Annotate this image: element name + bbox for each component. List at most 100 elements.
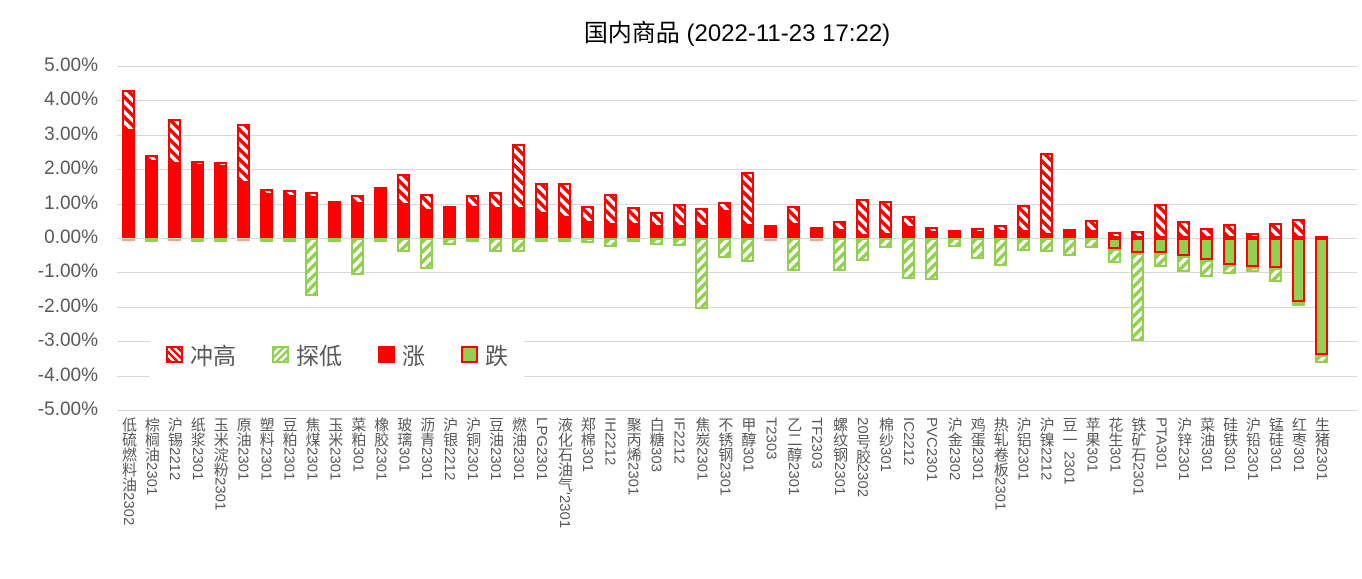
bar-high-hatch [1062,229,1076,234]
y-tick-label: -3.00% [37,330,98,352]
bar-high-hatch [741,172,755,226]
bar-low-hatch [1246,266,1260,273]
y-tick-label: 4.00% [44,89,98,111]
x-axis-label: 热轧卷板2301 [991,417,1009,511]
legend-high-marker-icon [166,345,183,363]
bar-up-close [580,222,594,238]
bar-low-hatch [993,238,1007,267]
bar-high-hatch [695,208,709,228]
x-axis-label: 沥青2301 [418,417,436,481]
bar-low-hatch [557,238,571,242]
bar-up-close [511,209,525,238]
bar-low-hatch [1108,249,1122,264]
bar-low-hatch [833,238,847,272]
bar-low-hatch [856,238,870,262]
bar-high-hatch [833,221,847,231]
y-tick-label: 1.00% [44,192,98,214]
bar-down-close [1291,238,1305,302]
gridline [117,100,1357,102]
bar-up-close [282,196,296,238]
bar-up-close [947,232,961,238]
bar-down-close [1200,238,1214,261]
bar-low-hatch [305,238,319,297]
bar-high-hatch [557,182,571,219]
bar-low-dash [810,239,824,241]
bar-low-hatch [511,238,525,252]
x-axis-label: 液化石油气'2301 [555,417,573,529]
legend: 冲高 探低 涨 跌 [150,330,524,378]
x-axis-label: 焦炭2301 [693,417,711,481]
bar-up-close [764,226,778,238]
x-axis-label: 沪金2302 [945,417,963,481]
bar-low-hatch [1177,255,1191,273]
bar-low-hatch [626,238,640,242]
x-axis-label: 甲醇301 [739,417,757,473]
bar-up-close [351,204,365,238]
gridline [117,238,1357,239]
bar-low-hatch [443,238,457,245]
bar-up-close [924,232,938,238]
bar-up-close [1062,230,1076,238]
x-axis-label: 沪铜2301 [464,417,482,481]
bar-high-hatch [534,183,548,214]
bar-up-close [420,210,434,238]
x-axis-label: 锰硅301 [1266,417,1284,473]
bar-high-hatch [305,192,319,199]
bar-low-hatch [466,238,480,242]
x-axis-label: 豆油2301 [487,417,504,481]
bar-high-hatch [856,199,870,236]
bar-low-dash [121,239,135,241]
bar-high-hatch [810,226,824,231]
bar-high-hatch [1154,203,1168,238]
bar-low-hatch [970,238,984,259]
bar-low-hatch [672,238,686,246]
bar-high-hatch [1200,227,1214,238]
bar-high-hatch [1291,219,1305,238]
legend-down-marker-icon [461,345,478,363]
bar-up-close [167,164,181,238]
x-axis-label: 红枣301 [1289,417,1307,473]
bar-up-close [144,162,158,238]
bar-low-hatch [259,238,273,242]
bar-down-close [1268,238,1282,269]
gridline [117,410,1357,411]
x-axis-label: 菜粕301 [349,417,367,473]
legend-low-marker-icon [272,345,289,363]
bar-high-hatch [672,203,686,227]
bar-high-hatch [374,186,388,191]
bar-down-close [1108,238,1122,249]
bar-low-hatch [1131,253,1145,341]
bar-high-hatch [489,191,502,210]
bar-high-hatch [190,160,204,166]
x-axis-label: 铁矿石2301 [1129,417,1147,496]
gridline [117,66,1357,67]
bar-high-hatch [1268,222,1282,238]
x-axis-label: LPG2301 [532,417,550,481]
bar-high-hatch [603,193,617,225]
legend-label: 冲高 [190,343,236,369]
bar-low-hatch [1200,260,1214,277]
bar-low-hatch [213,238,227,242]
bar-high-hatch [167,119,181,165]
bar-up-close [305,198,319,238]
bar-up-close [878,235,892,238]
chart-title: 国内商品 (2022-11-23 17:22) [583,20,891,47]
x-axis-label: 鸡蛋2301 [968,417,986,481]
legend-item-high: 冲高 [166,337,236,371]
bar-up-close [833,230,847,238]
bar-up-close [557,218,571,238]
bar-high-hatch [213,162,227,168]
bar-high-hatch [1085,220,1099,233]
x-axis-label: 塑料2301 [257,417,275,481]
y-tick-label: 3.00% [44,123,98,145]
legend-up-marker-icon [378,345,395,363]
plot-area [117,66,1357,411]
x-axis-label: 沪镍2212 [1037,417,1055,481]
bar-high-hatch [1108,232,1122,238]
bar-up-close [649,227,663,238]
x-axis-label: PTA301 [1152,417,1170,471]
bar-up-close [213,167,227,238]
bar-up-close [810,227,824,238]
bar-low-dash [167,239,181,241]
x-axis-label: 生猪2301 [1312,417,1330,481]
